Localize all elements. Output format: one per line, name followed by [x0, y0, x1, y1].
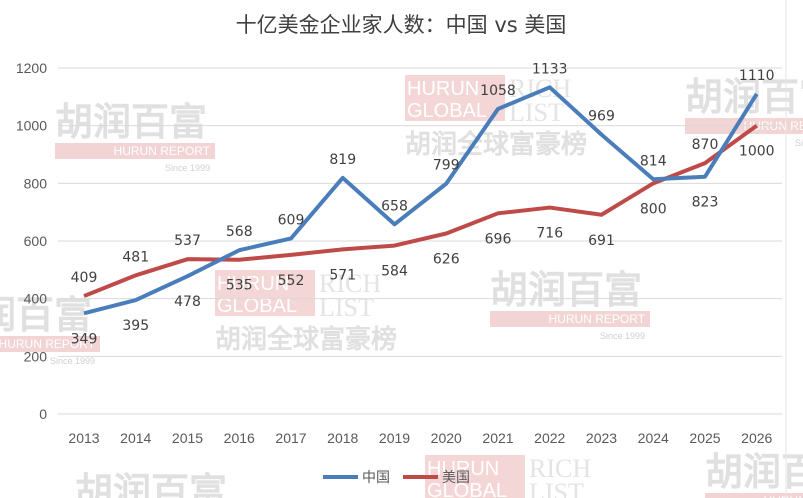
data-label-china: 823: [692, 195, 719, 211]
data-labels: 349 395 478 568 609 819 658 799 1058 1133 969 814 82…: [71, 61, 775, 347]
x-tick-label: 2015: [172, 430, 203, 446]
watermark-rich: RICH: [319, 269, 381, 298]
x-tick-label: 2024: [638, 430, 669, 446]
watermark-global-2: GLOBAL: [407, 100, 487, 122]
data-label-china: 478: [174, 294, 201, 310]
watermark-brand-en: HURUN REPORT: [764, 494, 803, 498]
data-label-china: 814: [640, 153, 667, 169]
data-label-china: 1110: [739, 68, 775, 84]
watermark-list: LIST: [529, 478, 584, 498]
x-tick-label: 2017: [275, 430, 306, 446]
data-label-china: 819: [329, 152, 356, 168]
data-label-usa: 800: [640, 201, 667, 217]
watermark-global-box: [215, 270, 315, 316]
data-label-usa: 571: [329, 267, 356, 283]
data-label-china: 349: [71, 331, 98, 347]
watermark-since: Since 1999: [165, 163, 210, 173]
y-tick-label: 200: [24, 348, 48, 364]
y-tick-label: 800: [24, 175, 48, 191]
x-tick-label: 2023: [586, 430, 617, 446]
watermark-global-box: [425, 455, 525, 498]
data-label-usa: 626: [433, 252, 460, 268]
x-tick-label: 2025: [689, 430, 720, 446]
data-label-china: 1133: [532, 61, 568, 77]
watermark-brand: 胡润百富: [75, 470, 227, 498]
watermark-brand-en: HURUN REPORT: [549, 312, 646, 326]
data-label-usa: 552: [278, 273, 305, 289]
series-lines: [83, 85, 759, 316]
legend: 中国 美国: [323, 470, 470, 486]
watermark-bar: [705, 493, 803, 498]
data-label-china: 969: [588, 109, 615, 125]
legend-item-usa[interactable]: 美国: [403, 470, 470, 486]
x-tick-label: 2014: [120, 430, 151, 446]
legend-label: 美国: [442, 470, 470, 486]
watermark-global-2: GLOBAL: [427, 480, 507, 498]
x-tick-label: 2016: [224, 430, 255, 446]
y-tick-label: 600: [24, 233, 48, 249]
legend-label: 中国: [362, 470, 390, 486]
data-label-usa: 537: [174, 233, 201, 249]
data-label-usa: 1000: [739, 144, 775, 160]
series-line-usa: [83, 124, 758, 298]
watermark-list: LIST: [509, 98, 564, 127]
watermark-since: Since 1999: [600, 331, 645, 341]
watermark-rich: RICH: [529, 454, 591, 483]
watermark-brand-en: HURUN REPORT: [114, 144, 211, 158]
y-tick-label: 1200: [16, 60, 47, 76]
data-label-china: 799: [433, 158, 460, 174]
watermark-bar: [0, 336, 100, 352]
data-label-usa: 870: [692, 137, 719, 153]
data-label-usa: 535: [226, 278, 253, 294]
data-label-usa: 691: [588, 233, 615, 249]
data-label-china: 395: [122, 318, 149, 334]
watermark-bar: [55, 143, 215, 159]
x-axis: 2013 2014 2015 2016 2017 2018 2019 2020 2021 2022…: [68, 430, 772, 446]
legend-item-china[interactable]: 中国: [323, 470, 390, 486]
watermark-global-box: [405, 75, 505, 121]
watermark-bar: [490, 311, 650, 327]
watermark-brand: 胡润百富: [55, 100, 207, 144]
data-label-usa: 409: [71, 270, 98, 286]
data-label-china: 568: [226, 224, 253, 240]
watermark-since: Since 1999: [795, 138, 803, 148]
watermark-global-cn: 胡润全球富豪榜: [405, 129, 587, 160]
y-tick-label: 1000: [16, 118, 47, 134]
watermark-brand: 胡润百富: [0, 293, 92, 337]
watermark-global-1: HURUN: [407, 78, 479, 100]
chart-title: 十亿美金企业家人数：中国 vs 美国: [236, 13, 567, 37]
watermark-since: Since 1999: [50, 356, 95, 366]
x-tick-label: 2019: [379, 430, 410, 446]
x-tick-label: 2026: [741, 430, 772, 446]
y-axis: 0 200 400 600 800 1000 1200: [16, 60, 47, 422]
watermark-brand-en: HURUN REPORT: [0, 337, 96, 351]
data-label-usa: 584: [381, 264, 408, 280]
x-tick-label: 2018: [327, 430, 358, 446]
watermark-global-2: GLOBAL: [217, 295, 297, 317]
data-label-usa: 716: [536, 226, 563, 242]
x-tick-label: 2021: [482, 430, 513, 446]
watermark-brand: 胡润百富: [490, 268, 642, 312]
data-label-usa: 696: [485, 231, 512, 247]
data-label-usa: 481: [122, 249, 149, 265]
x-tick-label: 2020: [431, 430, 462, 446]
x-tick-label: 2022: [534, 430, 565, 446]
data-label-china: 609: [278, 212, 305, 228]
y-tick-label: 400: [24, 291, 48, 307]
data-label-china: 658: [381, 198, 408, 214]
watermark-global-cn: 胡润全球富豪榜: [215, 324, 397, 355]
y-tick-label: 0: [39, 406, 47, 422]
watermark-brand: 胡润百富: [705, 450, 803, 494]
watermark-global-1: HURUN: [217, 273, 289, 295]
x-tick-label: 2013: [68, 430, 99, 446]
data-label-china: 1058: [480, 83, 516, 99]
watermark-global-1: HURUN: [427, 458, 499, 480]
series-line-china: [83, 85, 759, 316]
watermark-list: LIST: [319, 293, 374, 322]
